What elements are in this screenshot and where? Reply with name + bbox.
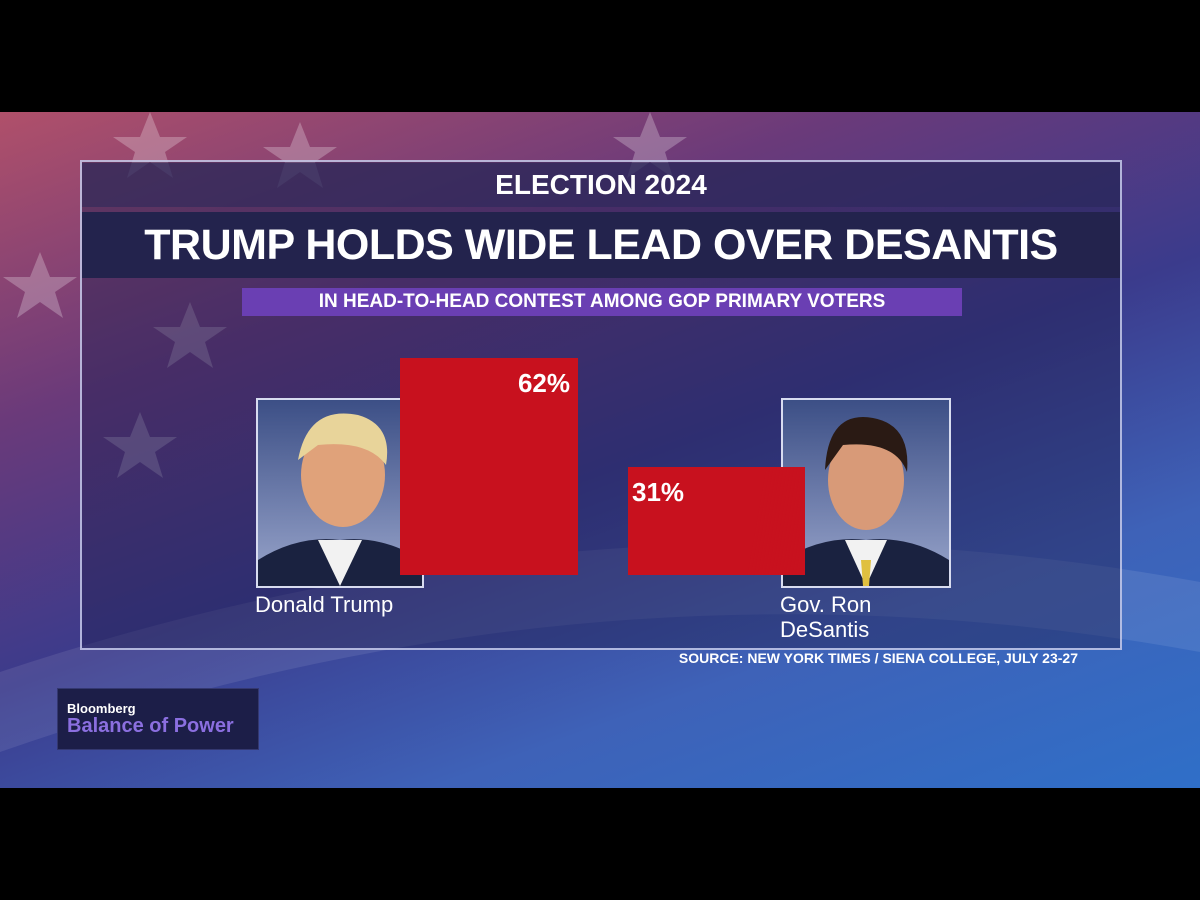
kicker: ELECTION 2024 (82, 163, 1120, 207)
network-name: Bloomberg (67, 701, 136, 716)
chart-title: TRUMP HOLDS WIDE LEAD OVER DESANTIS (82, 212, 1120, 278)
source-note: SOURCE: NEW YORK TIMES / SIENA COLLEGE, … (678, 650, 1078, 666)
stars (0, 112, 1200, 752)
chart-subtitle: IN HEAD-TO-HEAD CONTEST AMONG GOP PRIMAR… (242, 288, 962, 316)
candidate-photo (256, 398, 424, 588)
candidate-photo (781, 398, 951, 588)
bar (400, 358, 578, 575)
bar (628, 466, 805, 575)
show-name: Balance of Power (67, 715, 234, 737)
portrait (783, 417, 949, 586)
value-label: 31% (632, 476, 685, 507)
value-label: 62% (517, 368, 570, 398)
category-label: Donald Trump (255, 592, 394, 617)
logo-box (57, 688, 259, 750)
portrait (258, 413, 422, 586)
category-label: Gov. Ron DeSantis (780, 592, 872, 642)
